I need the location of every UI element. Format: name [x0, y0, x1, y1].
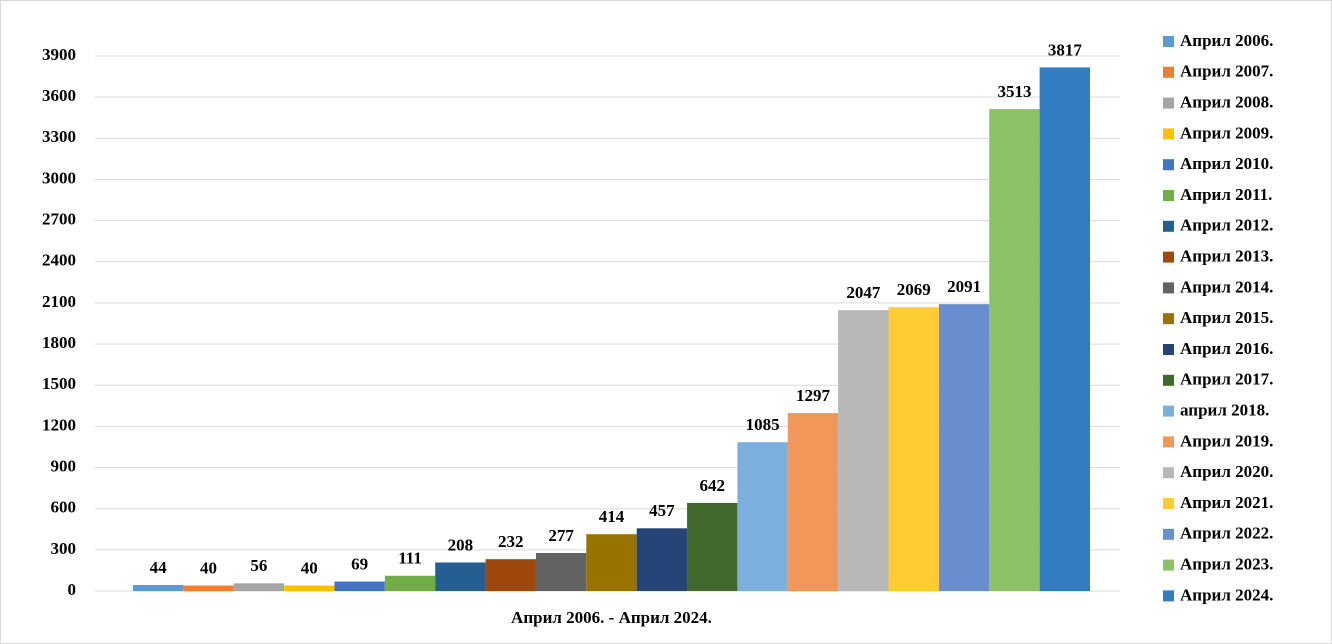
- y-tick-label: 1500: [42, 374, 76, 393]
- legend-swatch: [1163, 282, 1174, 294]
- legend-label: Април 2012.: [1180, 216, 1273, 235]
- bar: [535, 553, 587, 591]
- data-label: 457: [649, 501, 675, 520]
- bar: [233, 583, 285, 591]
- y-tick-label: 900: [51, 456, 77, 475]
- data-label: 69: [351, 554, 368, 573]
- bar: [183, 585, 234, 591]
- legend-label: Април 2024.: [1180, 585, 1273, 604]
- legend-label: Април 2006.: [1180, 31, 1273, 50]
- bar: [334, 581, 385, 591]
- y-tick-label: 1200: [42, 415, 76, 434]
- x-tick-label: Април 2006. - Април 2024.: [511, 608, 712, 627]
- legend-swatch: [1163, 405, 1174, 417]
- data-label: 414: [599, 507, 625, 526]
- legend-label: Април 2023.: [1180, 555, 1273, 574]
- bar: [133, 584, 184, 591]
- y-tick-label: 2700: [42, 210, 76, 229]
- y-tick-label: 3900: [42, 45, 76, 64]
- legend-label: април 2018.: [1180, 401, 1269, 420]
- bar: [989, 109, 1040, 591]
- legend-swatch: [1163, 159, 1174, 171]
- data-label: 111: [398, 549, 422, 568]
- data-label: 642: [699, 476, 725, 495]
- legend-label: Април 2016.: [1180, 339, 1273, 358]
- y-tick-label: 300: [51, 539, 77, 558]
- legend-label: Април 2021.: [1180, 493, 1273, 512]
- bar: [838, 310, 889, 591]
- bar: [787, 413, 839, 591]
- legend-swatch: [1163, 436, 1174, 448]
- bar: [888, 307, 939, 591]
- y-tick-label: 2100: [42, 292, 76, 311]
- bar: [938, 304, 990, 591]
- legend-label: Април 2011.: [1180, 185, 1272, 204]
- data-label: 208: [448, 535, 474, 554]
- legend-swatch: [1163, 97, 1174, 109]
- legend-label: Април 2013.: [1180, 247, 1273, 266]
- legend-swatch: [1163, 467, 1174, 479]
- data-label: 2091: [947, 277, 981, 296]
- y-tick-label: 0: [68, 580, 77, 599]
- data-label: 2047: [846, 283, 881, 302]
- legend-label: Април 2007.: [1180, 62, 1273, 81]
- y-tick-label: 3000: [42, 168, 76, 187]
- legend-swatch: [1163, 190, 1174, 201]
- legend-label: Април 2008.: [1180, 93, 1273, 112]
- legend-label: Април 2022.: [1180, 524, 1273, 543]
- legend-swatch: [1163, 498, 1174, 509]
- legend-swatch: [1163, 374, 1174, 386]
- data-label: 277: [548, 526, 574, 545]
- legend-swatch: [1163, 36, 1174, 47]
- legend-swatch: [1163, 559, 1174, 571]
- bar: [737, 442, 788, 591]
- bar: [636, 528, 688, 591]
- data-label: 56: [250, 556, 267, 575]
- data-label: 40: [301, 558, 318, 577]
- legend-swatch: [1163, 344, 1174, 355]
- data-label: 1297: [796, 386, 831, 405]
- legend-label: Април 2020.: [1180, 462, 1273, 481]
- y-tick-label: 1800: [42, 333, 76, 352]
- bar: [1039, 67, 1090, 592]
- legend-label: Април 2015.: [1180, 308, 1273, 327]
- y-tick-label: 3600: [42, 86, 76, 105]
- legend-swatch: [1163, 251, 1174, 263]
- legend-label: Април 2010.: [1180, 154, 1273, 173]
- data-label: 232: [498, 532, 524, 551]
- legend-label: Април 2014.: [1180, 277, 1273, 296]
- data-label: 40: [200, 558, 217, 577]
- y-tick-label: 2400: [42, 251, 76, 270]
- legend-swatch: [1163, 590, 1174, 602]
- bar: [384, 575, 436, 591]
- legend-swatch: [1163, 220, 1174, 232]
- data-label: 1085: [746, 415, 780, 434]
- bar: [284, 585, 335, 591]
- legend-label: Април 2019.: [1180, 431, 1273, 450]
- bar: [586, 534, 637, 591]
- legend-swatch: [1163, 66, 1174, 78]
- legend-label: Април 2017.: [1180, 370, 1273, 389]
- bar: [687, 502, 738, 591]
- data-label: 3817: [1048, 40, 1083, 59]
- y-tick-label: 3300: [42, 127, 76, 146]
- data-label: 44: [150, 558, 168, 577]
- data-label: 2069: [897, 280, 931, 299]
- y-tick-label: 600: [51, 498, 77, 517]
- bar: [485, 559, 536, 591]
- legend-label: Април 2009.: [1180, 123, 1273, 142]
- legend-swatch: [1163, 313, 1174, 325]
- bar: [435, 562, 486, 591]
- data-label: 3513: [997, 82, 1031, 101]
- legend-swatch: [1163, 528, 1174, 540]
- legend-swatch: [1163, 128, 1174, 140]
